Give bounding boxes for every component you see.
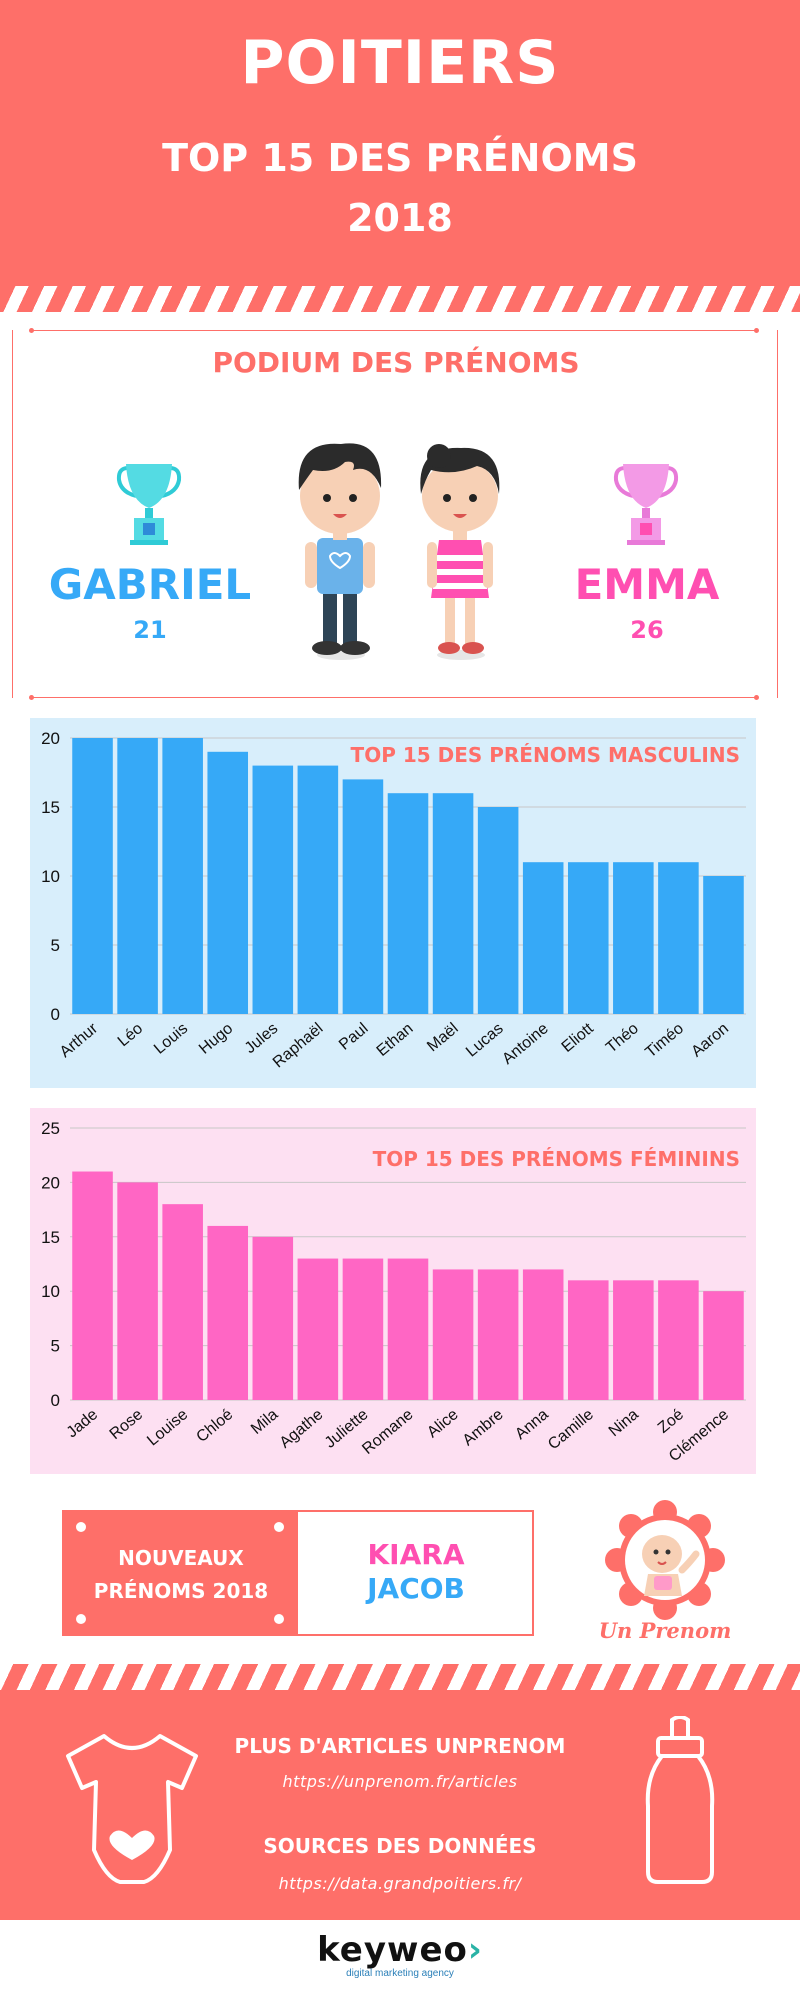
bar: [297, 765, 339, 1014]
baby-bottle-icon: [645, 1716, 715, 1884]
page-subtitle: TOP 15 DES PRÉNOMS 2018: [0, 128, 800, 248]
articles-link[interactable]: https://unprenom.fr/articles: [282, 1772, 518, 1791]
trophy-icon: [116, 464, 182, 545]
articles-heading: PLUS D'ARTICLES UNPRENOM: [234, 1734, 566, 1758]
bar: [162, 738, 203, 1014]
decor-dot: [76, 1522, 86, 1532]
y-tick-label: 5: [51, 936, 60, 955]
y-tick-label: 10: [41, 867, 60, 886]
bar: [342, 1258, 384, 1400]
male-names-chart: 0 5 10 15 20 Arthur Léo Louis Hugo Jules Raphaël Pa…: [30, 718, 756, 1088]
chart-title: TOP 15 DES PRÉNOMS FÉMININS: [373, 1147, 740, 1171]
header-stripes: [0, 286, 800, 312]
bar: [387, 1258, 429, 1400]
bar: [432, 1269, 474, 1400]
kids-illustration: [298, 443, 500, 660]
trophy-icon: [613, 464, 679, 545]
y-tick-label: 0: [51, 1005, 60, 1024]
top-boy-count: 21: [133, 616, 167, 644]
podium-top-divider: [29, 328, 759, 333]
y-tick-label: 20: [41, 1173, 60, 1192]
podium-section: PODIUM DES PRÉNOMS GABRIEL 21 EMMA 26: [12, 328, 778, 700]
footer: PLUS D'ARTICLES UNPRENOM https://unpreno…: [0, 1664, 800, 1920]
bar: [252, 765, 294, 1014]
podium-title: PODIUM DES PRÉNOMS: [212, 346, 580, 379]
brand-name: Un Prenom: [598, 1618, 732, 1643]
subtitle-line-2: 2018: [347, 196, 453, 240]
podium-bottom-divider: [29, 695, 759, 700]
unprenom-logo: Un Prenom: [590, 1500, 740, 1650]
y-tick-label: 10: [41, 1282, 60, 1301]
new-names-label-panel: NOUVEAUX PRÉNOMS 2018: [64, 1512, 298, 1634]
y-tick-label: 0: [51, 1391, 60, 1410]
y-tick-label: 15: [41, 798, 60, 817]
bar: [703, 876, 744, 1014]
girl-icon: [420, 444, 500, 660]
header: POITIERS TOP 15 DES PRÉNOMS 2018: [0, 0, 800, 312]
y-tick-label: 15: [41, 1228, 60, 1247]
bar: [432, 793, 474, 1014]
top-girl-name: EMMA: [574, 560, 720, 609]
decor-dot: [274, 1614, 284, 1624]
sources-heading: SOURCES DES DONNÉES: [263, 1834, 537, 1858]
new-boy-name: JACOB: [367, 1572, 465, 1605]
bar: [207, 751, 249, 1014]
footer-stripes: [0, 1664, 800, 1690]
decor-dot: [76, 1614, 86, 1624]
bar: [117, 738, 158, 1014]
onesie-icon: [66, 1734, 198, 1884]
bar: [567, 1280, 609, 1400]
baby-icon: [605, 1500, 725, 1620]
top-girl-count: 26: [630, 616, 664, 644]
bar: [522, 1269, 564, 1400]
bar: [658, 862, 699, 1014]
top-boy-name: GABRIEL: [48, 560, 252, 609]
bar: [477, 1269, 519, 1400]
bar: [658, 1280, 699, 1400]
bar: [207, 1225, 249, 1400]
bar: [342, 779, 384, 1014]
new-girl-name: KIARA: [367, 1538, 465, 1571]
new-names-label-line-2: PRÉNOMS 2018: [93, 1579, 269, 1603]
new-names-label: NOUVEAUX PRÉNOMS 2018: [64, 1542, 298, 1608]
chart-title: TOP 15 DES PRÉNOMS MASCULINS: [351, 743, 740, 767]
y-tick-label: 25: [41, 1119, 60, 1138]
new-names-label-line-1: NOUVEAUX: [118, 1546, 244, 1570]
sources-link[interactable]: https://data.grandpoitiers.fr/: [278, 1874, 522, 1893]
bar: [252, 1236, 294, 1400]
bar: [72, 1171, 113, 1400]
female-names-chart: 0 5 10 15 20 25 Jade Rose Louise Chloé Mila Agathe J…: [30, 1108, 756, 1474]
keyweo-chevron-icon: ›: [467, 1930, 483, 1970]
bar: [72, 738, 113, 1014]
bar: [613, 1280, 654, 1400]
bar: [613, 862, 654, 1014]
new-names-box: NOUVEAUX PRÉNOMS 2018 KIARA JACOB: [62, 1510, 534, 1636]
subtitle-line-1: TOP 15 DES PRÉNOMS: [162, 136, 638, 180]
bar: [297, 1258, 339, 1400]
keyweo-tagline: digital marketing agency: [346, 1968, 454, 1979]
boy-icon: [298, 443, 382, 660]
bar: [162, 1204, 203, 1400]
keyweo-wordmark: keyweo: [317, 1930, 468, 1970]
bar: [117, 1182, 158, 1400]
y-tick-label: 5: [51, 1337, 60, 1356]
y-tick-label: 20: [41, 729, 60, 748]
bar: [477, 807, 519, 1014]
bar: [387, 793, 429, 1014]
bar: [703, 1291, 744, 1400]
bar: [522, 862, 564, 1014]
keyweo-logo[interactable]: keyweo› digital marketing agency: [0, 1930, 800, 1979]
city-title: POITIERS: [240, 28, 560, 98]
bar: [567, 862, 609, 1014]
decor-dot: [274, 1522, 284, 1532]
